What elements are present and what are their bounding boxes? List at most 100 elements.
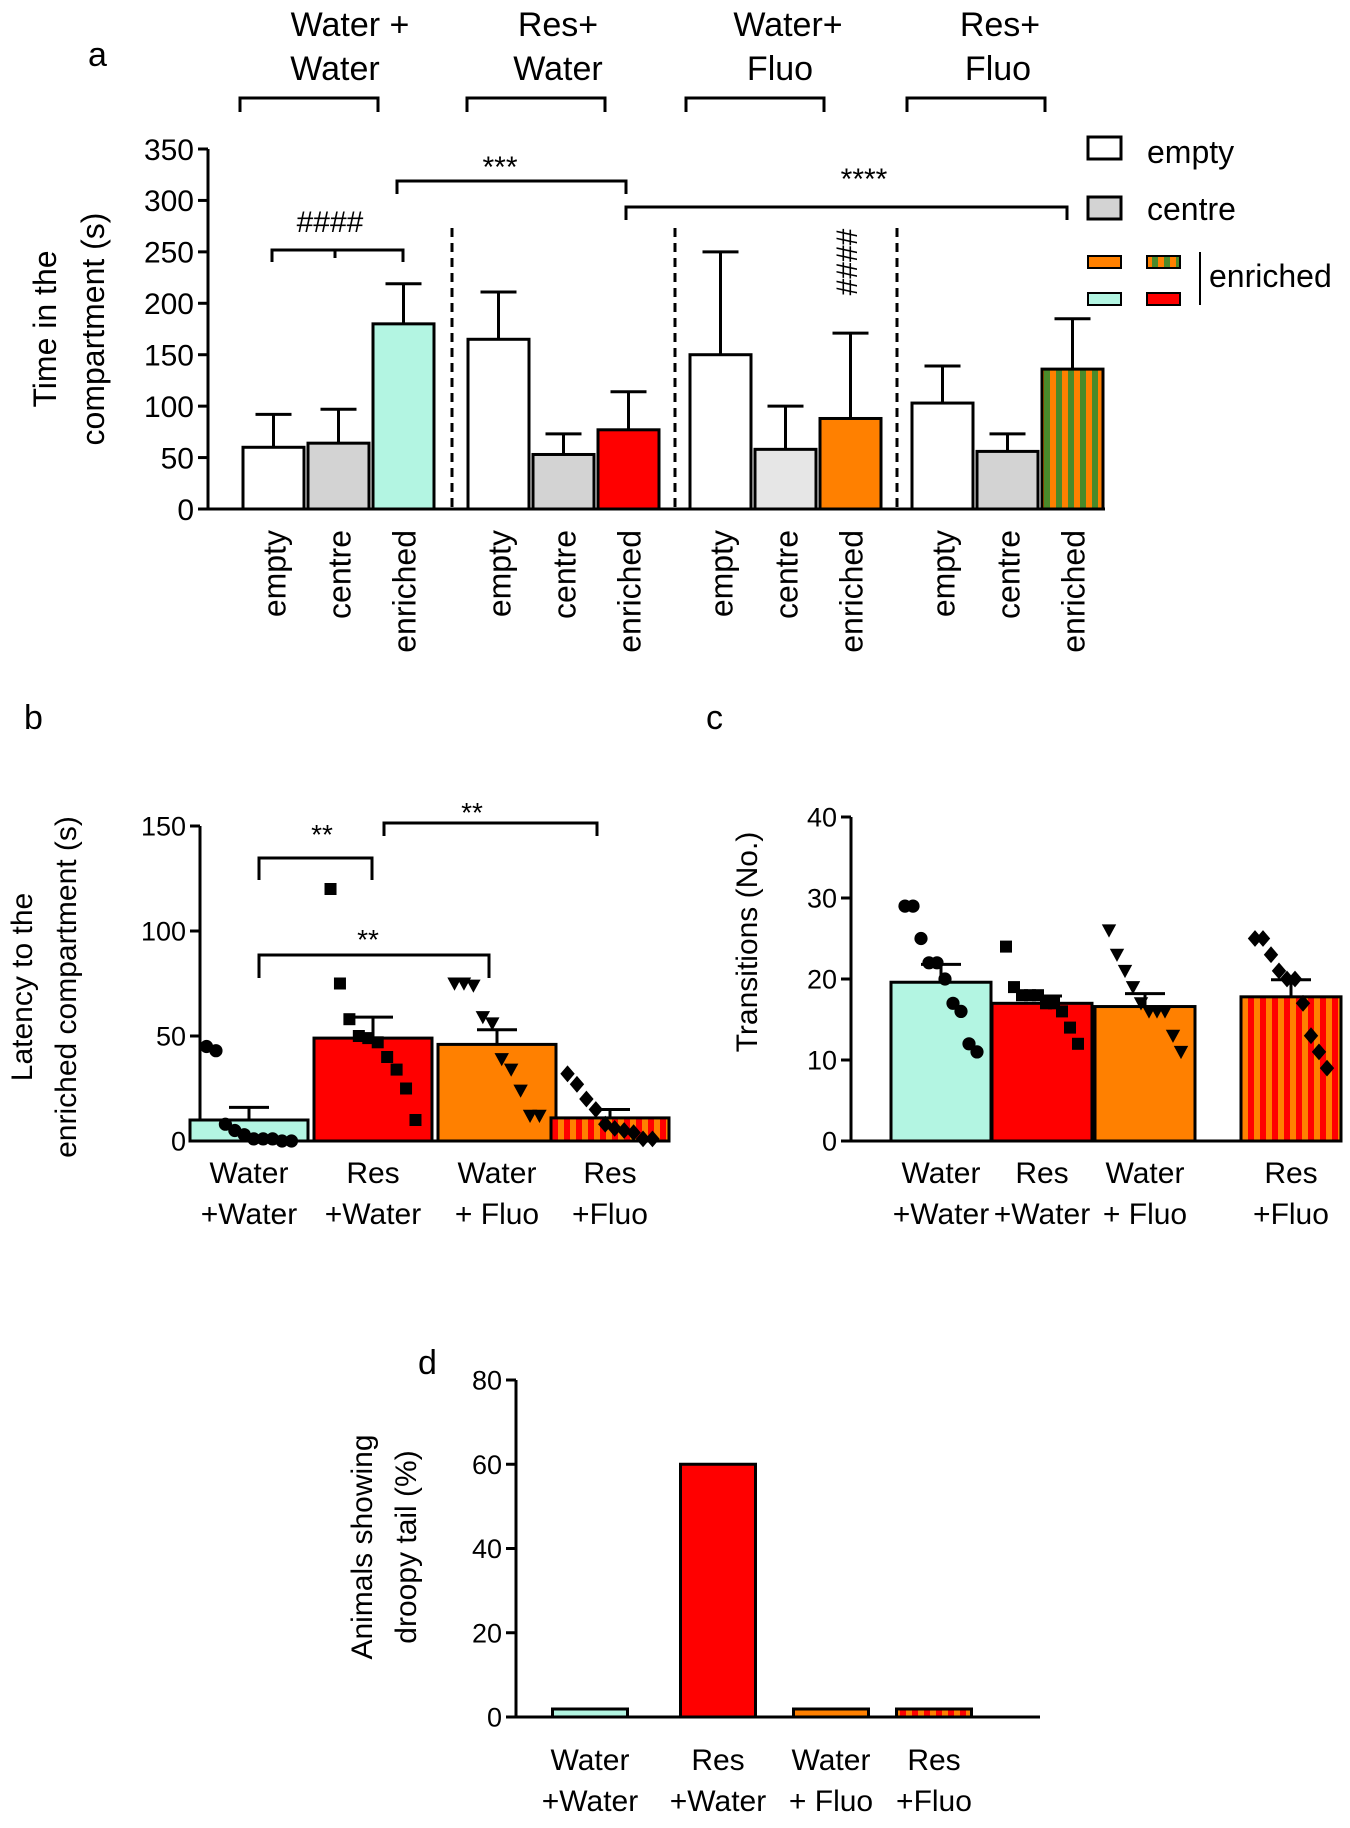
d-bar [792, 1707, 870, 1719]
a-x-label-centre: centre [769, 530, 805, 619]
a-y-tick-label: 250 [144, 237, 194, 270]
d-x-label-line1: Res [691, 1744, 744, 1777]
y-axis-label-c: Transitions (No.) [731, 832, 764, 1053]
b-data-point [333, 977, 346, 990]
c-bar [889, 980, 993, 1143]
y-axis-label-d-line2: droopy tail (%) [390, 1450, 423, 1643]
bracket-stars3 [395, 179, 628, 194]
group-label-2-line1: Res+ [518, 6, 598, 44]
c-data-point [1101, 924, 1117, 938]
c-x-label-line1: Water [1106, 1157, 1185, 1190]
b-data-point [409, 1114, 422, 1126]
a-x-label-centre: centre [991, 530, 1027, 619]
b-data-point [218, 1117, 232, 1131]
a-bar-empty [241, 445, 306, 511]
b-data-point [381, 1051, 394, 1063]
c-data-point [1295, 994, 1311, 1012]
legend-label-centre: centre [1147, 191, 1236, 227]
group-bracket-3 [684, 96, 826, 112]
b-data-point [626, 1124, 641, 1141]
c-data-point [1319, 1059, 1335, 1077]
panel-d-letter: d [418, 1344, 437, 1382]
a-x-label-empty: empty [704, 530, 740, 617]
c-data-point [1125, 981, 1141, 995]
y-axis-label-b-line1: Latency to the [6, 893, 39, 1081]
y-axis-label-a-line2: compartment (s) [75, 213, 111, 446]
d-x-label-line1: Water [792, 1744, 871, 1777]
b-data-point [447, 977, 462, 991]
d-x-label-line1: Res [907, 1744, 960, 1777]
d-x-label-line2: +Water [542, 1785, 638, 1818]
b-data-point [371, 1036, 384, 1049]
c-x-label-line2: +Water [893, 1198, 989, 1231]
panel-a: a Water + Water Res+ Water Water+ Fluo R… [27, 6, 1332, 653]
a-y-tick-label: 300 [144, 185, 194, 218]
c-data-point [1173, 1045, 1189, 1060]
group-bracket-4 [905, 96, 1047, 112]
bracket-stars4 [624, 205, 1069, 220]
c-data-point [1056, 1005, 1068, 1018]
a-x-label-enriched: enriched [1056, 530, 1092, 653]
c-x-label-line2: +Water [994, 1198, 1090, 1231]
b-data-point [400, 1082, 413, 1095]
c-data-point [1271, 962, 1287, 980]
a-bar-empty [466, 337, 531, 511]
bracket-b-lower [257, 953, 491, 978]
b-y-tick-label: 150 [141, 812, 186, 842]
d-bar [679, 1462, 757, 1719]
significance-brackets-a [270, 179, 1069, 262]
x-labels-b: Water +Water Res +Water Water + Fluo Res +Fluo [201, 1157, 648, 1231]
d-y-tick-label: 20 [472, 1618, 502, 1648]
c-data-point [1133, 997, 1149, 1011]
c-y-tick-label: 20 [807, 965, 837, 995]
b-data-point [352, 1030, 365, 1042]
y-axis-label-d-line1: Animals showing [346, 1434, 379, 1659]
legend-swatch-green-orange [1146, 255, 1181, 269]
panel-c: c Transitions (No.) 0 10 20 30 40 Water +Wate… [706, 699, 1343, 1231]
bars-b [188, 1015, 671, 1143]
b-x-label-line1: Water [458, 1157, 537, 1190]
b-x-label-line1: Water [210, 1157, 289, 1190]
a-x-label-enriched: enriched [834, 530, 870, 653]
legend-swatch-orange [1087, 255, 1122, 269]
b-data-point [247, 1132, 261, 1146]
panel-b-letter: b [24, 699, 43, 737]
points-c [898, 899, 1335, 1077]
a-bar-centre [531, 452, 596, 511]
group-label-4-line2: Fluo [965, 50, 1031, 88]
c-y-tick-label: 10 [807, 1046, 837, 1076]
c-x-label-line1: Res [1264, 1157, 1317, 1190]
c-x-label-line2: +Fluo [1253, 1198, 1329, 1231]
a-bar-centre [306, 441, 371, 511]
c-data-point [1165, 1029, 1181, 1043]
b-x-label-line2: +Water [325, 1198, 421, 1231]
group-bracket-2 [465, 96, 607, 112]
d-y-tick-label: 60 [472, 1450, 502, 1480]
group-label-3-line2: Fluo [747, 50, 813, 88]
c-data-point [930, 956, 944, 970]
b-data-point [209, 1044, 223, 1058]
a-x-label-centre: centre [322, 530, 358, 619]
d-bar [895, 1707, 973, 1719]
b-x-label-line2: + Fluo [455, 1198, 539, 1231]
b-data-point [635, 1130, 651, 1148]
c-data-point [1279, 970, 1295, 988]
d-x-label-line1: Water [551, 1744, 630, 1777]
c-data-point [1247, 930, 1263, 947]
c-data-point [1064, 1021, 1076, 1034]
panel-a-letter: a [88, 36, 107, 74]
c-x-label-line1: Res [1015, 1157, 1068, 1190]
b-data-point [616, 1122, 632, 1139]
b-data-point [645, 1130, 660, 1148]
legend-swatch-centre [1086, 195, 1123, 221]
a-bar-centre [975, 449, 1040, 511]
b-data-point [494, 1053, 509, 1067]
a-x-label-empty: empty [482, 530, 518, 617]
significance-brackets-b [257, 821, 599, 978]
b-data-point [324, 883, 337, 895]
group-label-3-line1: Water+ [733, 6, 842, 44]
a-y-tick-label: 200 [144, 288, 194, 321]
bars-c [889, 962, 1343, 1143]
bars-d [551, 1462, 973, 1719]
